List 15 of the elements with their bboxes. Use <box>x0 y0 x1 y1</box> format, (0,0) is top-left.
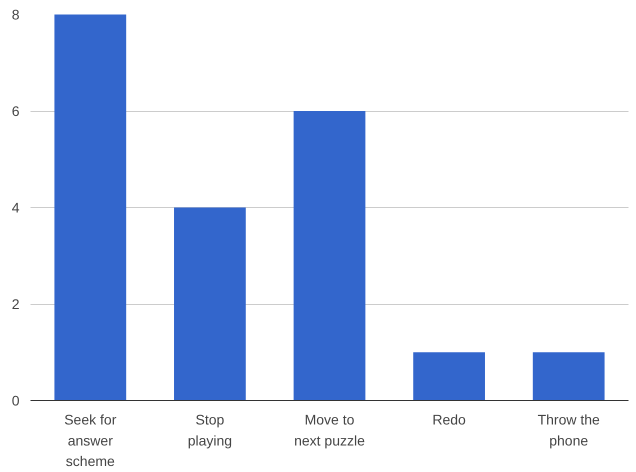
y-tick-label: 6 <box>12 103 20 119</box>
y-tick-label: 2 <box>12 296 20 312</box>
bar <box>413 352 485 400</box>
x-tick-label: Stop playing <box>188 412 232 448</box>
bar <box>532 352 605 400</box>
bar <box>174 208 246 400</box>
x-tick-label: Seek for answer scheme <box>64 412 117 470</box>
y-tick-label: 0 <box>12 392 20 408</box>
bar <box>294 111 366 400</box>
y-tick-label: 8 <box>12 6 20 22</box>
x-tick-label: Redo <box>432 412 466 428</box>
x-tick-label: Move to next puzzle <box>294 412 366 448</box>
bar <box>54 14 126 400</box>
x-tick-label: Throw the phone <box>538 412 600 448</box>
y-tick-label: 4 <box>12 200 20 216</box>
